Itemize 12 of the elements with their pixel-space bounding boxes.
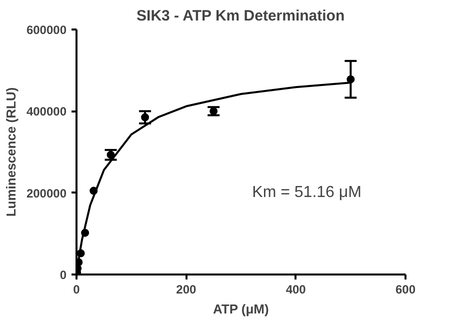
chart-title: SIK3 - ATP Km Determination bbox=[136, 8, 345, 24]
y-tick-label: 0 bbox=[60, 268, 67, 282]
x-axis-title: ATP (μM) bbox=[212, 302, 269, 316]
y-tick-label: 600000 bbox=[26, 23, 67, 37]
y-axis-title: Luminescence (RLU) bbox=[3, 87, 18, 217]
x-tick-label: 200 bbox=[176, 282, 197, 296]
annotation: Km = 51.16 μM bbox=[252, 184, 362, 201]
x-tick-label: 400 bbox=[286, 282, 306, 296]
x-tick-label: 0 bbox=[73, 282, 80, 296]
y-tick-label: 400000 bbox=[26, 104, 67, 119]
y-tick-label: 200000 bbox=[26, 186, 67, 200]
x-tick-label: 600 bbox=[395, 282, 416, 296]
